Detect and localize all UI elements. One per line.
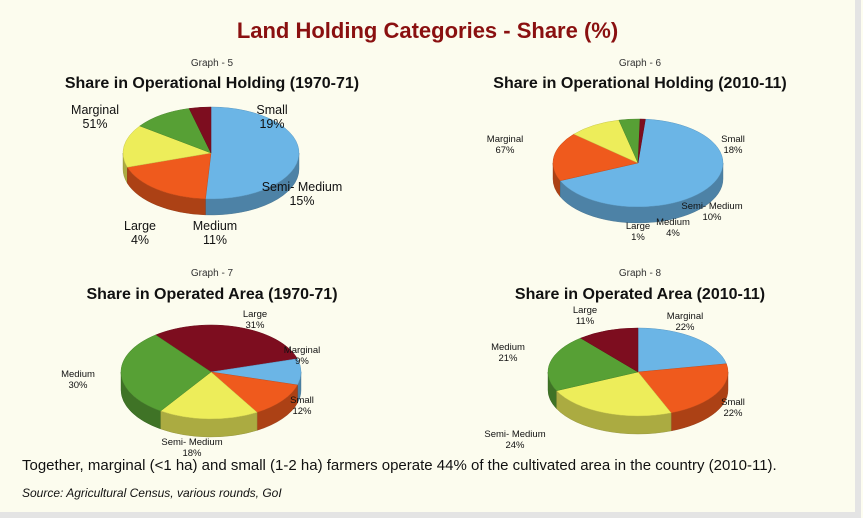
pie-4-slice-medium [547,337,639,392]
pie-2-slice-small [552,133,639,182]
pie-2-label-medium: Medium 4% [656,217,690,239]
pie-4-label-large: Large 11% [572,305,598,327]
pie-1-slice-semi-medium [122,125,212,168]
chart-3-title: Share in Operated Area (1970-71) [86,286,338,303]
pie-chart-3 [120,324,302,438]
pie-2-slice-large [637,118,646,164]
pie-3-slice-medium [120,334,212,412]
pie-3-label-large: Large 31% [242,309,268,331]
chart-4-title: Share in Operated Area (2010-11) [514,286,766,303]
page-title: Land Holding Categories - Share (%) [236,18,619,43]
pie-3-label-medium: Medium 30% [61,369,95,391]
pie-chart-2 [552,118,724,224]
chart-2-title: Share in Operational Holding (2010-11) [493,75,787,92]
pie-1-label-large: Large 4% [124,219,156,248]
pie-4-slice-large [580,327,639,373]
pie-3-label-marginal: Marginal 9% [283,345,321,367]
pie-4-slice-small [637,363,729,414]
pie-1-label-semi-medium: Semi- Medium 15% [261,180,343,209]
chart-1-title: Share in Operational Holding (1970-71) [64,75,360,92]
pie-4-label-semi-medium: Semi- Medium 24% [484,429,546,451]
pie-chart-4 [547,327,729,435]
pie-4-label-marginal: Marginal 22% [666,311,704,333]
pie-2-label-large: Large 1% [625,221,651,243]
source-note: Source: Agricultural Census, various rou… [22,486,282,500]
pie-3-label-semi-medium: Semi- Medium 18% [161,437,223,459]
pie-2-label-semi-medium: Semi- Medium 10% [681,201,743,223]
pie-4-slice-marginal [637,327,727,373]
pie-4-slice-semi-medium [556,371,672,417]
pie-1-slice-small [126,152,212,200]
graph-6-label: Graph - 6 [618,58,662,69]
pie-1-slice-large [188,106,212,154]
graph-7-label: Graph - 7 [190,268,234,279]
pie-3-slice-semi-medium [160,371,258,420]
pie-1-label-marginal: Marginal 51% [71,103,119,132]
pie-2-slice-marginal [559,118,724,208]
pie-3-slice-large [155,324,298,373]
footer-note: Together, marginal (<1 ha) and small (1-… [22,457,777,474]
pie-2-label-marginal: Marginal 67% [486,134,524,156]
pie-2-label-small: Small 18% [721,134,745,156]
pie-1-slice-marginal [205,106,300,200]
pie-1-label-small: Small 19% [256,103,288,132]
pie-4-label-small: Small 22% [721,397,745,419]
pie-chart-1 [122,106,300,216]
pie-1-label-medium: Medium 11% [192,219,238,248]
graph-5-label: Graph - 5 [190,58,234,69]
graph-8-label: Graph - 8 [618,268,662,279]
pie-4-label-medium: Medium 21% [491,342,525,364]
pie-3-label-small: Small 12% [290,395,314,417]
pie-3-slice-small [210,371,298,413]
